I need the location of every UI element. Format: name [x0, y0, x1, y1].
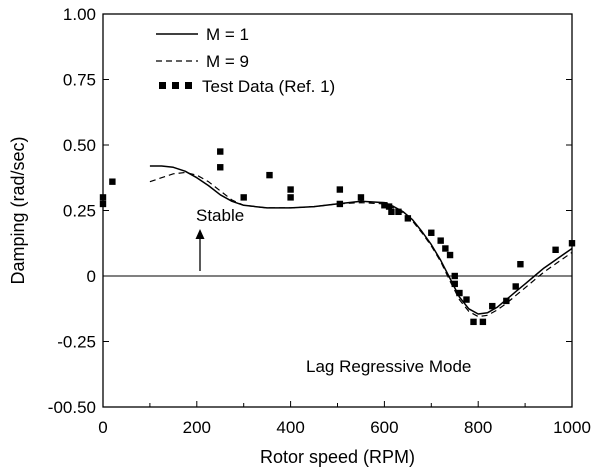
y-tick-label: 0	[87, 267, 96, 286]
test-data-point	[287, 194, 294, 201]
test-data-point	[395, 208, 402, 216]
test-data-markers	[99, 148, 576, 326]
stable-label: Stable	[196, 206, 244, 225]
y-tick-label: 0.75	[63, 71, 96, 90]
x-tick-label: 400	[276, 418, 304, 437]
legend-marker	[159, 82, 166, 89]
plot-area-frame	[102, 13, 573, 408]
test-data-point	[446, 251, 454, 259]
test-data-point	[512, 283, 519, 290]
test-data-point	[357, 194, 365, 201]
test-data-point	[240, 194, 247, 201]
test-data-point	[437, 237, 444, 244]
legend-label-m9: M = 9	[206, 52, 249, 71]
x-axis-title: Rotor speed (RPM)	[260, 447, 415, 467]
stable-arrow-head	[195, 229, 205, 239]
test-data-point	[517, 261, 524, 268]
test-data-point	[489, 302, 496, 310]
test-data-point	[463, 296, 470, 303]
x-tick-label: 800	[464, 418, 492, 437]
y-tick-label: 0.50	[63, 136, 96, 155]
legend: M = 1 M = 9 Test Data (Ref. 1)	[156, 25, 335, 96]
legend-label-test-data: Test Data (Ref. 1)	[202, 77, 335, 96]
test-data-point	[336, 200, 344, 208]
test-data-point	[568, 240, 576, 247]
mode-label: Lag Regressive Mode	[306, 357, 471, 376]
test-data-point	[388, 208, 395, 216]
y-tick-label: 1.00	[63, 5, 96, 24]
test-data-point	[109, 178, 116, 185]
test-data-point	[456, 289, 463, 297]
y-tick-label: 0.25	[63, 202, 96, 221]
test-data-point	[381, 202, 388, 209]
stable-annotation: Stable	[195, 206, 244, 271]
x-axis-ticks: 0 200 400 600 800 1000	[98, 401, 591, 437]
test-data-point	[99, 200, 107, 208]
test-data-point	[428, 229, 435, 236]
test-data-point	[287, 186, 294, 193]
series-layer	[149, 165, 573, 318]
x-tick-label: 600	[370, 418, 398, 437]
x-tick-label: 0	[98, 418, 107, 437]
test-data-point	[470, 318, 477, 326]
test-data-point	[479, 318, 487, 326]
test-data-point	[217, 148, 224, 155]
test-data-point	[503, 297, 510, 305]
test-data-point	[336, 186, 344, 193]
y-axis-ticks: 1.00 0.75 0.50 0.25 0 -0.25 -00.50	[48, 5, 572, 417]
test-data-point	[404, 215, 412, 222]
x-tick-label: 1000	[553, 418, 591, 437]
legend-label-m1: M = 1	[206, 25, 249, 44]
y-tick-label: -00.50	[48, 398, 96, 417]
legend-marker	[172, 82, 179, 89]
legend-marker	[185, 82, 192, 89]
x-tick-label: 200	[183, 418, 211, 437]
test-data-point	[552, 246, 559, 253]
test-data-point	[99, 194, 107, 201]
series-line-1	[149, 171, 573, 318]
test-data-point	[451, 280, 458, 288]
test-data-point	[385, 203, 393, 210]
y-axis-title: Damping (rad/sec)	[8, 136, 28, 284]
test-data-point	[217, 164, 224, 171]
test-data-point	[451, 272, 458, 280]
y-tick-label: -0.25	[57, 333, 96, 352]
test-data-point	[266, 171, 273, 179]
test-data-point	[442, 245, 449, 252]
series-line-0	[149, 165, 573, 315]
